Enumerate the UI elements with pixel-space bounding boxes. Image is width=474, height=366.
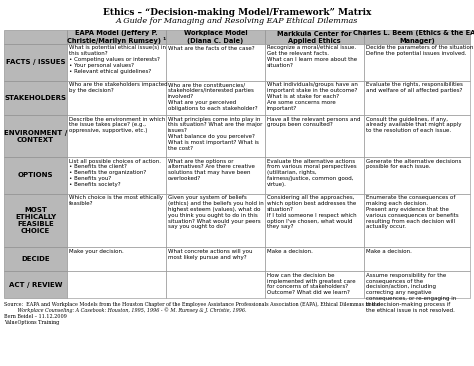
Bar bbox=[4, 81, 67, 115]
Text: Workplace Counseling: A Casebook: Houston, 1995, 1996 - © M. Rumsey & J. Christi: Workplace Counseling: A Casebook: Housto… bbox=[4, 307, 246, 313]
Bar bbox=[4, 247, 67, 271]
Bar bbox=[67, 81, 166, 115]
Bar bbox=[265, 81, 364, 115]
Bar bbox=[265, 115, 364, 157]
Text: Decide the parameters of the situation.
Define the potential issues involved.: Decide the parameters of the situation. … bbox=[366, 45, 474, 56]
Bar bbox=[364, 115, 470, 157]
Text: Which choice is the most ethically
feasible?: Which choice is the most ethically feasi… bbox=[69, 195, 163, 206]
Text: Make a decision.: Make a decision. bbox=[267, 249, 313, 254]
Text: What are the facts of the case?: What are the facts of the case? bbox=[168, 45, 255, 51]
Text: Workplace Model
(Diana C. Dale): Workplace Model (Diana C. Dale) bbox=[183, 30, 247, 44]
Bar bbox=[4, 271, 67, 298]
Bar bbox=[265, 194, 364, 247]
Text: Make your decision.: Make your decision. bbox=[69, 249, 123, 254]
Text: Evaluate the rights, responsibilities
and welfare of all affected parties?: Evaluate the rights, responsibilities an… bbox=[366, 82, 463, 93]
Text: MOST
ETHICALLY
FEASIBLE
CHOICE: MOST ETHICALLY FEASIBLE CHOICE bbox=[15, 207, 56, 234]
Text: How can the decision be
implemented with greatest care
for concerns of stakehold: How can the decision be implemented with… bbox=[267, 273, 356, 295]
Text: Charles L. Beem (Ethics & the EAP
Manager): Charles L. Beem (Ethics & the EAP Manage… bbox=[354, 30, 474, 44]
Bar bbox=[364, 194, 470, 247]
Text: Considering all the approaches,
which option best addresses the
situation?
If I : Considering all the approaches, which op… bbox=[267, 195, 356, 229]
Text: Assume responsibility for the
consequences of the
decision/action, including
cor: Assume responsibility for the consequenc… bbox=[366, 273, 456, 313]
Text: Have all the relevant persons and
groups been consulted?: Have all the relevant persons and groups… bbox=[267, 117, 360, 127]
Text: Generate the alternative decisions
possible for each issue.: Generate the alternative decisions possi… bbox=[366, 158, 461, 169]
Text: ENVIRONMENT /
CONTEXT: ENVIRONMENT / CONTEXT bbox=[4, 130, 67, 143]
Text: EAPA Model (Jeffery P.
Christie/Marilyn Rumsey) ¹: EAPA Model (Jeffery P. Christie/Marilyn … bbox=[67, 30, 166, 44]
Bar bbox=[67, 247, 166, 271]
Text: What are the options or
alternatives? Are there creative
solutions that may have: What are the options or alternatives? Ar… bbox=[168, 158, 255, 181]
Bar bbox=[265, 30, 364, 44]
Text: What concrete actions will you
most likely pursue and why?: What concrete actions will you most like… bbox=[168, 249, 252, 259]
Text: Who are the stakeholders impacted
by the decision?: Who are the stakeholders impacted by the… bbox=[69, 82, 167, 93]
Bar bbox=[166, 157, 265, 194]
Bar bbox=[4, 44, 67, 81]
Text: Given your system of beliefs
(ethics) and the beliefs you hold in
highest esteem: Given your system of beliefs (ethics) an… bbox=[168, 195, 264, 229]
Text: What is potential ethical issue(s) in
this situation?
• Competing values or inte: What is potential ethical issue(s) in th… bbox=[69, 45, 166, 74]
Bar bbox=[166, 30, 265, 44]
Bar bbox=[265, 157, 364, 194]
Bar bbox=[364, 247, 470, 271]
Text: Describe the environment in which
the issue takes place? (e.g.,
oppressive, supp: Describe the environment in which the is… bbox=[69, 117, 165, 133]
Bar bbox=[166, 115, 265, 157]
Text: OPTIONS: OPTIONS bbox=[18, 172, 53, 179]
Text: What individuals/groups have an
important stake in the outcome?
What is at stake: What individuals/groups have an importan… bbox=[267, 82, 358, 111]
Bar bbox=[364, 157, 470, 194]
Bar bbox=[67, 157, 166, 194]
Bar bbox=[364, 271, 470, 298]
Text: Who are the constituencies/
stakeholders/interested parties
involved?
What are y: Who are the constituencies/ stakeholders… bbox=[168, 82, 257, 111]
Text: ACT / REVIEW: ACT / REVIEW bbox=[9, 282, 62, 288]
Bar bbox=[67, 44, 166, 81]
Bar bbox=[265, 44, 364, 81]
Text: STAKEHOLDERS: STAKEHOLDERS bbox=[4, 95, 66, 101]
Bar bbox=[4, 194, 67, 247]
Text: Recognize a moral/ethical issue.
Get the relevant facts.
What can I learn more a: Recognize a moral/ethical issue. Get the… bbox=[267, 45, 357, 68]
Text: Source:  EAPA and Workplace Models from the Houston Chapter of the Employee Assi: Source: EAPA and Workplace Models from t… bbox=[4, 302, 380, 307]
Text: What principles come into play in
this situation? What are the major
issues?
Wha: What principles come into play in this s… bbox=[168, 117, 262, 151]
Bar bbox=[4, 115, 67, 157]
Text: Ethics – “Decision-making Model/Framework” Matrix: Ethics – “Decision-making Model/Framewor… bbox=[103, 8, 371, 17]
Bar bbox=[364, 30, 470, 44]
Text: Bern Beidel – 11.12.2009
ValueOptions Training: Bern Beidel – 11.12.2009 ValueOptions Tr… bbox=[4, 314, 67, 325]
Bar bbox=[364, 44, 470, 81]
Bar bbox=[166, 247, 265, 271]
Text: Consult the guidelines, if any,
already available that might apply
to the resolu: Consult the guidelines, if any, already … bbox=[366, 117, 461, 133]
Bar bbox=[166, 81, 265, 115]
Text: Enumerate the consequences of
making each decision.
Present any evidence that th: Enumerate the consequences of making eac… bbox=[366, 195, 458, 229]
Bar bbox=[4, 30, 67, 44]
Bar bbox=[166, 44, 265, 81]
Bar bbox=[364, 81, 470, 115]
Text: FACTS / ISSUES: FACTS / ISSUES bbox=[6, 59, 65, 66]
Text: Make a decision.: Make a decision. bbox=[366, 249, 411, 254]
Bar bbox=[166, 271, 265, 298]
Bar bbox=[4, 157, 67, 194]
Bar bbox=[67, 115, 166, 157]
Bar bbox=[67, 194, 166, 247]
Text: Evaluate the alternative actions
from various moral perspectives
(utilitarian, r: Evaluate the alternative actions from va… bbox=[267, 158, 356, 187]
Bar bbox=[265, 247, 364, 271]
Bar bbox=[166, 194, 265, 247]
Bar bbox=[67, 271, 166, 298]
Text: List all possible choices of action.
• Benefits the client?
• Benefits the organ: List all possible choices of action. • B… bbox=[69, 158, 161, 187]
Bar bbox=[265, 271, 364, 298]
Text: A Guide for Managing and Resolving EAP Ethical Dilemmas: A Guide for Managing and Resolving EAP E… bbox=[116, 17, 358, 25]
Bar bbox=[67, 30, 166, 44]
Text: Markkula Center for
Applied Ethics: Markkula Center for Applied Ethics bbox=[277, 30, 352, 44]
Text: DECIDE: DECIDE bbox=[21, 256, 50, 262]
